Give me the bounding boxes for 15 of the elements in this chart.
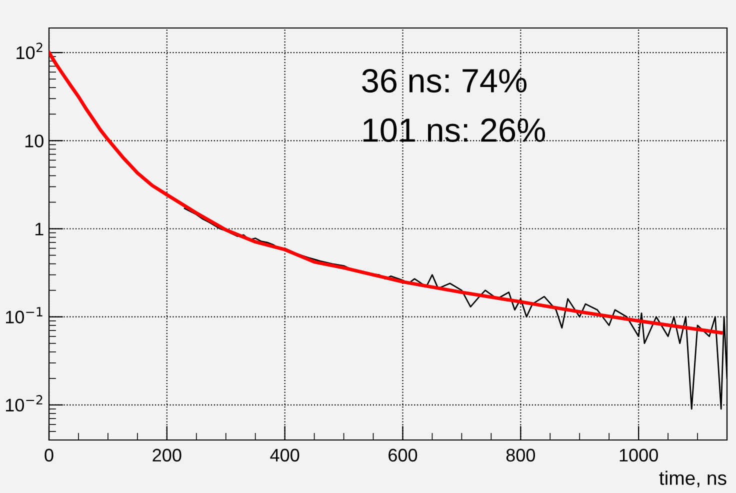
y-tick-label: 10 — [25, 134, 44, 148]
annotation: 36 ns: 74% — [362, 68, 526, 93]
x-tick-label: 0 — [44, 448, 54, 462]
line-series — [49, 50, 723, 334]
x-tick-label: 600 — [388, 448, 418, 462]
x-tick-label: 400 — [270, 448, 300, 462]
x-tick-label: 1000 — [620, 448, 658, 462]
y-tick-label: 1 — [35, 222, 44, 236]
x-tick-label: 800 — [506, 448, 536, 462]
x-tick-label: 200 — [152, 448, 182, 462]
x-axis-title: time, ns — [659, 470, 726, 488]
y-tick-label: 10$^{2}$ — [16, 42, 42, 60]
y-tick-label: 10$^{−1}$ — [6, 307, 42, 324]
y-tick-label: 10$^{−2}$ — [6, 395, 42, 412]
annotation: 101 ns: 26% — [363, 118, 546, 142]
